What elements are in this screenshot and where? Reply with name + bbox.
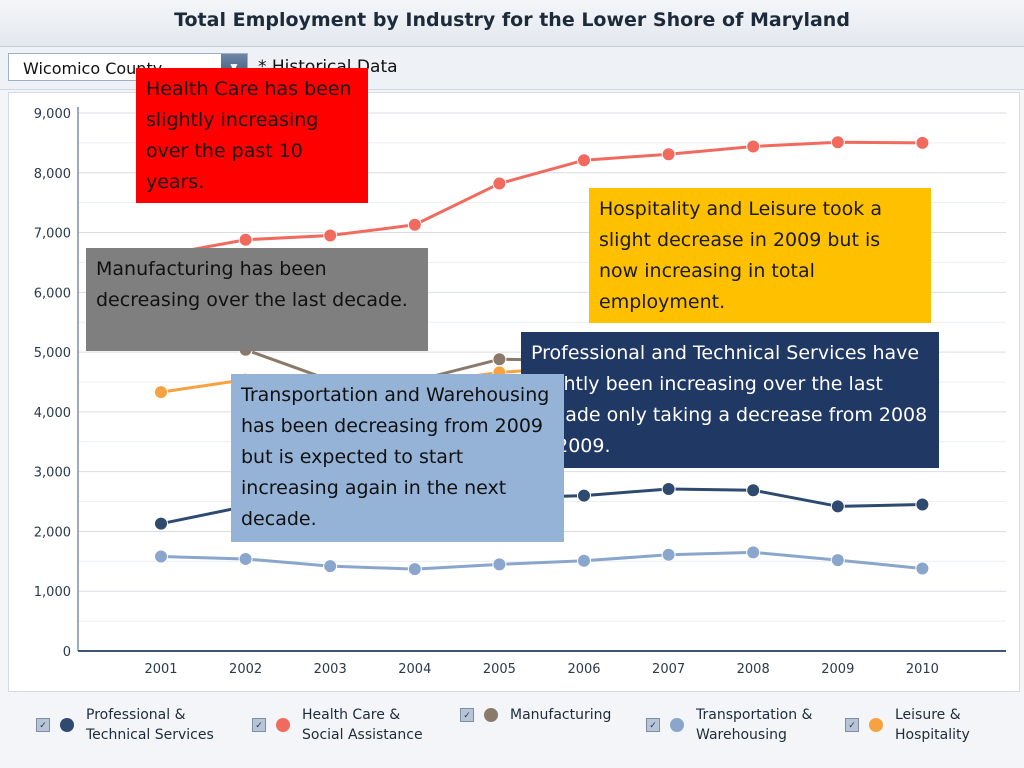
series-line — [160, 140, 923, 257]
legend-swatch-icon — [670, 718, 684, 732]
legend-item[interactable]: ✓ Leisure & Hospitality — [845, 705, 970, 745]
y-tick-label: 7,000 — [34, 227, 71, 242]
county-select[interactable]: Wicomico County ▼ — [8, 53, 248, 81]
legend-swatch-icon — [869, 718, 883, 732]
x-tick-label: 2007 — [652, 662, 685, 677]
health-care-note: Health Care has been slightly increasing… — [136, 68, 368, 203]
professional-note: Professional and Technical Services have… — [521, 332, 939, 468]
legend-checkbox[interactable]: ✓ — [36, 718, 50, 732]
title-bar: Total Employment by Industry for the Low… — [0, 0, 1024, 47]
legend-label-line: Technical Services — [86, 727, 214, 743]
x-tick-label: 2009 — [821, 662, 854, 677]
data-point — [661, 547, 676, 562]
transportation-note: Transportation and Warehousing has been … — [231, 374, 564, 542]
x-tick-label: 2006 — [567, 662, 600, 677]
y-tick-label: 0 — [63, 645, 71, 660]
data-point — [154, 549, 168, 564]
x-tick-label: 2010 — [906, 662, 939, 677]
data-point — [915, 135, 930, 150]
hospitality-note: Hospitality and Leisure took a slight de… — [589, 188, 931, 323]
data-point — [746, 483, 761, 498]
y-tick-label: 2,000 — [34, 525, 71, 540]
data-point — [154, 385, 168, 400]
data-point — [915, 561, 930, 576]
data-point — [746, 139, 761, 154]
data-point — [577, 553, 591, 568]
data-point — [830, 553, 845, 568]
legend-label-line: Social Assistance — [302, 727, 423, 743]
data-point — [577, 488, 591, 503]
data-point — [154, 516, 168, 531]
legend-label: Transportation & Warehousing — [696, 705, 812, 745]
data-point — [915, 497, 930, 512]
legend-swatch-icon — [60, 718, 74, 732]
legend-checkbox[interactable]: ✓ — [646, 718, 660, 732]
data-point — [661, 482, 676, 497]
legend-label: Manufacturing — [510, 705, 611, 725]
chart-title: Total Employment by Industry for the Low… — [174, 9, 850, 31]
y-tick-label: 3,000 — [34, 466, 71, 481]
y-tick-label: 1,000 — [34, 585, 71, 600]
manufacturing-note: Manufacturing has been decreasing over t… — [86, 248, 428, 351]
legend-checkbox[interactable]: ✓ — [845, 718, 859, 732]
data-point — [492, 176, 507, 191]
y-tick-label: 5,000 — [34, 346, 71, 361]
data-point — [323, 228, 338, 243]
data-point — [492, 557, 507, 572]
legend-label: Leisure & Hospitality — [895, 705, 970, 745]
legend-item[interactable]: ✓ Professional & Technical Services — [36, 705, 214, 745]
data-point — [577, 153, 591, 168]
data-point — [746, 545, 761, 560]
x-tick-label: 2005 — [483, 662, 516, 677]
legend-label-line: Professional & — [86, 707, 186, 723]
legend-item[interactable]: ✓ Transportation & Warehousing — [646, 705, 812, 745]
data-point — [661, 147, 676, 162]
county-select-value: Wicomico County — [23, 59, 163, 78]
legend-checkbox[interactable]: ✓ — [252, 718, 266, 732]
legend-checkbox[interactable]: ✓ — [460, 708, 474, 722]
legend-swatch-icon — [276, 718, 290, 732]
y-tick-label: 8,000 — [34, 167, 71, 182]
legend-item[interactable]: ✓ Manufacturing — [460, 705, 611, 725]
y-tick-label: 4,000 — [34, 406, 71, 421]
legend-label-line: Health Care & — [302, 707, 401, 723]
legend-label: Health Care & Social Assistance — [302, 705, 423, 745]
legend-label-line: Transportation & — [696, 707, 813, 723]
x-tick-label: 2008 — [737, 662, 770, 677]
series-line — [160, 550, 923, 571]
x-tick-label: 2001 — [144, 662, 177, 677]
legend-label-line: Leisure & — [895, 707, 961, 723]
data-point — [492, 352, 507, 367]
data-point — [238, 232, 253, 247]
data-point — [323, 559, 338, 574]
y-tick-label: 6,000 — [34, 286, 71, 301]
data-point — [830, 135, 845, 150]
legend-swatch-icon — [484, 708, 498, 722]
x-tick-label: 2002 — [229, 662, 262, 677]
x-tick-label: 2004 — [398, 662, 431, 677]
x-tick-label: 2003 — [314, 662, 347, 677]
data-point — [238, 551, 253, 566]
data-point — [407, 217, 422, 232]
legend-label: Professional & Technical Services — [86, 705, 214, 745]
y-tick-label: 9,000 — [34, 107, 71, 122]
legend-label-line: Hospitality — [895, 727, 970, 743]
data-point — [407, 562, 422, 577]
legend-label-line: Manufacturing — [510, 707, 612, 723]
legend-item[interactable]: ✓ Health Care & Social Assistance — [252, 705, 423, 745]
data-point — [830, 499, 845, 514]
legend-label-line: Warehousing — [696, 727, 787, 743]
